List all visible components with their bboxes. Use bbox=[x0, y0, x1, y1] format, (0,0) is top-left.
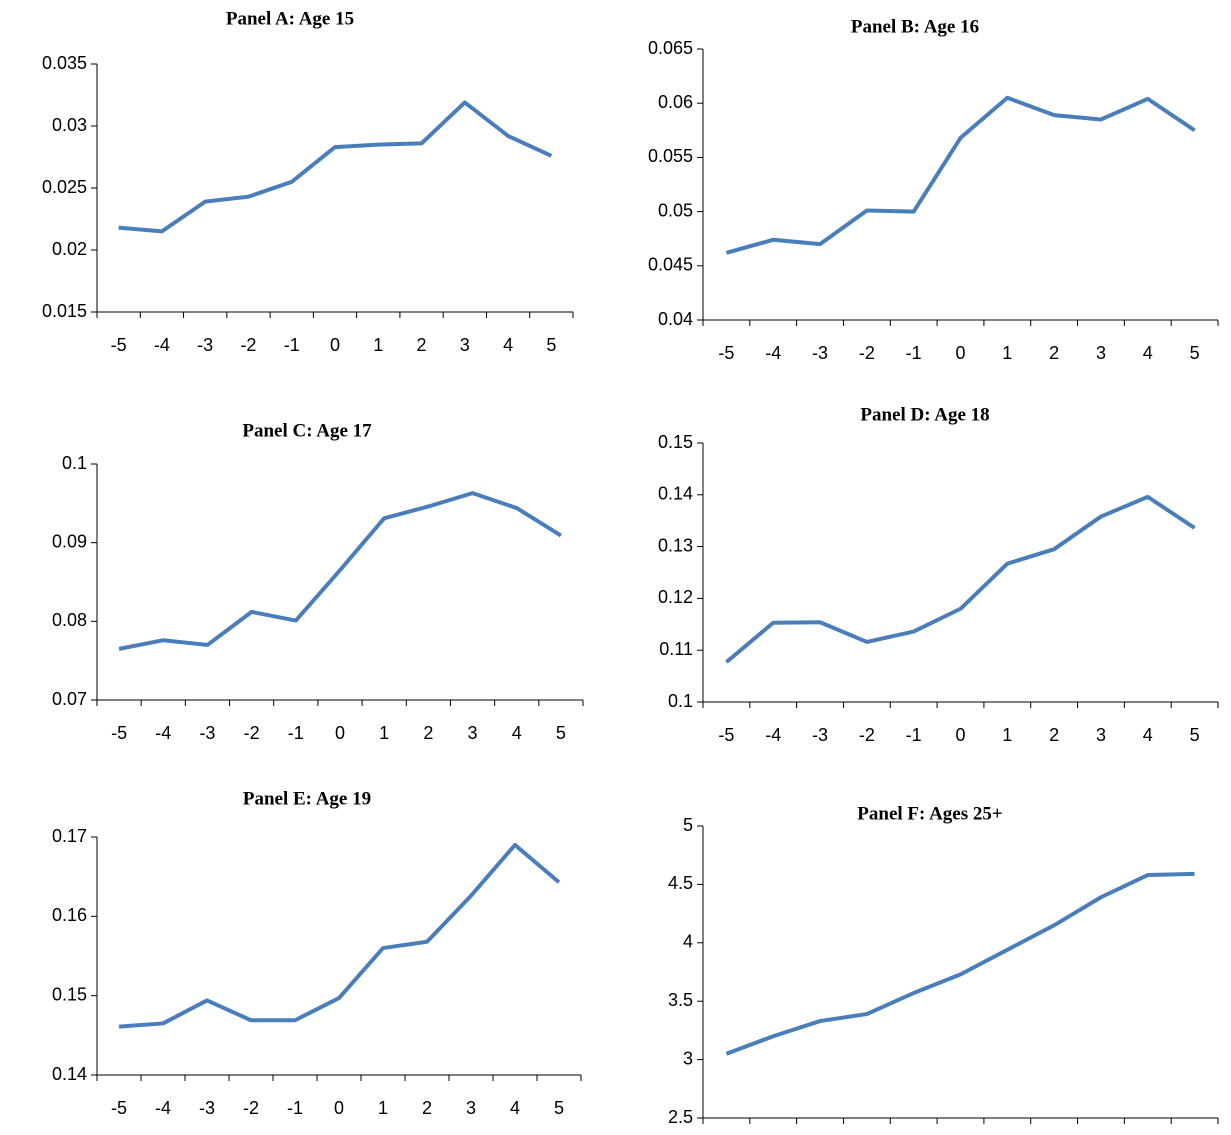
x-tick-label: -3 bbox=[199, 1098, 215, 1118]
x-tick-label: 1 bbox=[378, 1098, 388, 1118]
x-tick-label: 2 bbox=[1049, 725, 1059, 745]
y-tick-label: 0.015 bbox=[42, 301, 87, 321]
x-tick-label: -4 bbox=[155, 723, 171, 743]
data-line bbox=[725, 494, 1196, 664]
y-tick-label: 0.05 bbox=[658, 200, 693, 220]
chart-title: Panel F: Ages 25+ bbox=[857, 803, 1002, 824]
x-tick-label: 3 bbox=[1096, 725, 1106, 745]
y-tick-label: 5 bbox=[683, 815, 693, 835]
y-tick-label: 0.13 bbox=[658, 535, 693, 555]
x-tick-label: 5 bbox=[554, 1098, 564, 1118]
y-tick-label: 0.09 bbox=[52, 531, 87, 551]
x-tick-label: -1 bbox=[288, 723, 304, 743]
x-tick-label: 3 bbox=[466, 1098, 476, 1118]
x-tick-label: -5 bbox=[718, 725, 734, 745]
x-tick-label: -2 bbox=[243, 1098, 259, 1118]
x-tick-label: -3 bbox=[197, 335, 213, 355]
x-tick-label: 0 bbox=[955, 725, 965, 745]
x-tick-label: 5 bbox=[546, 335, 556, 355]
y-tick-label: 0.065 bbox=[648, 38, 693, 58]
y-tick-label: 0.17 bbox=[52, 826, 87, 846]
y-tick-label: 3.5 bbox=[668, 990, 693, 1010]
x-tick-label: -4 bbox=[765, 343, 781, 363]
x-tick-label: 1 bbox=[1002, 725, 1012, 745]
y-tick-label: 0.15 bbox=[658, 432, 693, 452]
y-tick-label: 0.025 bbox=[42, 177, 87, 197]
y-tick-label: 0.07 bbox=[52, 689, 87, 709]
x-tick-label: -2 bbox=[244, 723, 260, 743]
x-tick-label: -3 bbox=[812, 725, 828, 745]
x-tick-label: -5 bbox=[111, 1098, 127, 1118]
x-tick-label: 2 bbox=[423, 723, 433, 743]
x-tick-label: -5 bbox=[111, 335, 127, 355]
data-line bbox=[725, 95, 1196, 255]
y-tick-label: 4.5 bbox=[668, 873, 693, 893]
x-tick-label: -1 bbox=[906, 343, 922, 363]
x-tick-label: -1 bbox=[287, 1098, 303, 1118]
y-tick-label: 0.035 bbox=[42, 53, 87, 73]
chart-title: Panel E: Age 19 bbox=[243, 788, 371, 809]
x-tick-label: 4 bbox=[503, 335, 513, 355]
y-tick-label: 3 bbox=[683, 1048, 693, 1068]
y-tick-label: 0.04 bbox=[658, 309, 693, 329]
chart-title: Panel D: Age 18 bbox=[860, 404, 989, 425]
y-tick-label: 0.055 bbox=[648, 146, 693, 166]
x-tick-label: -5 bbox=[718, 343, 734, 363]
x-tick-label: 0 bbox=[330, 335, 340, 355]
y-tick-label: 0.16 bbox=[52, 905, 87, 925]
x-tick-label: 2 bbox=[417, 335, 427, 355]
x-tick-label: -1 bbox=[906, 725, 922, 745]
x-tick-label: 0 bbox=[334, 1098, 344, 1118]
y-tick-label: 0.02 bbox=[52, 239, 87, 259]
y-tick-label: 0.14 bbox=[658, 484, 693, 504]
y-tick-label: 0.12 bbox=[658, 587, 693, 607]
x-tick-label: -2 bbox=[859, 343, 875, 363]
x-tick-label: 4 bbox=[1143, 343, 1153, 363]
chart-title: Panel B: Age 16 bbox=[851, 16, 979, 37]
y-tick-label: 0.08 bbox=[52, 610, 87, 630]
x-tick-label: 1 bbox=[379, 723, 389, 743]
data-line bbox=[118, 100, 553, 234]
y-tick-label: 0.14 bbox=[52, 1064, 87, 1084]
y-tick-label: 0.15 bbox=[52, 984, 87, 1004]
x-tick-label: 2 bbox=[422, 1098, 432, 1118]
x-tick-label: 5 bbox=[1190, 343, 1200, 363]
x-tick-label: 3 bbox=[468, 723, 478, 743]
y-tick-label: 2.5 bbox=[668, 1107, 693, 1127]
x-tick-label: 5 bbox=[556, 723, 566, 743]
x-tick-label: 2 bbox=[1049, 343, 1059, 363]
y-tick-label: 0.11 bbox=[659, 639, 693, 659]
x-tick-label: 4 bbox=[512, 723, 522, 743]
y-tick-label: 0.1 bbox=[668, 691, 693, 711]
x-tick-label: -2 bbox=[859, 725, 875, 745]
x-tick-label: 3 bbox=[460, 335, 470, 355]
x-tick-label: 0 bbox=[955, 343, 965, 363]
data-line bbox=[725, 871, 1195, 1056]
x-tick-label: -4 bbox=[155, 1098, 171, 1118]
data-line bbox=[118, 842, 561, 1029]
x-tick-label: 3 bbox=[1096, 343, 1106, 363]
x-tick-label: -2 bbox=[240, 335, 256, 355]
x-tick-label: 1 bbox=[373, 335, 383, 355]
chart-title: Panel A: Age 15 bbox=[226, 8, 354, 29]
chart-title: Panel C: Age 17 bbox=[242, 420, 372, 441]
x-tick-label: -4 bbox=[154, 335, 170, 355]
x-tick-label: -4 bbox=[765, 725, 781, 745]
y-tick-label: 0.1 bbox=[62, 453, 87, 473]
y-tick-label: 0.03 bbox=[52, 115, 87, 135]
x-tick-label: 5 bbox=[1190, 725, 1200, 745]
data-line bbox=[118, 491, 562, 651]
x-tick-label: 4 bbox=[1143, 725, 1153, 745]
y-tick-label: 0.045 bbox=[648, 255, 693, 275]
x-tick-label: -3 bbox=[812, 343, 828, 363]
x-tick-label: -3 bbox=[199, 723, 215, 743]
y-tick-label: 0.06 bbox=[658, 92, 693, 112]
x-tick-label: -5 bbox=[111, 723, 127, 743]
y-tick-label: 4 bbox=[683, 932, 693, 952]
x-tick-label: 4 bbox=[510, 1098, 520, 1118]
x-tick-label: -1 bbox=[284, 335, 300, 355]
x-tick-label: 1 bbox=[1002, 343, 1012, 363]
x-tick-label: 0 bbox=[335, 723, 345, 743]
